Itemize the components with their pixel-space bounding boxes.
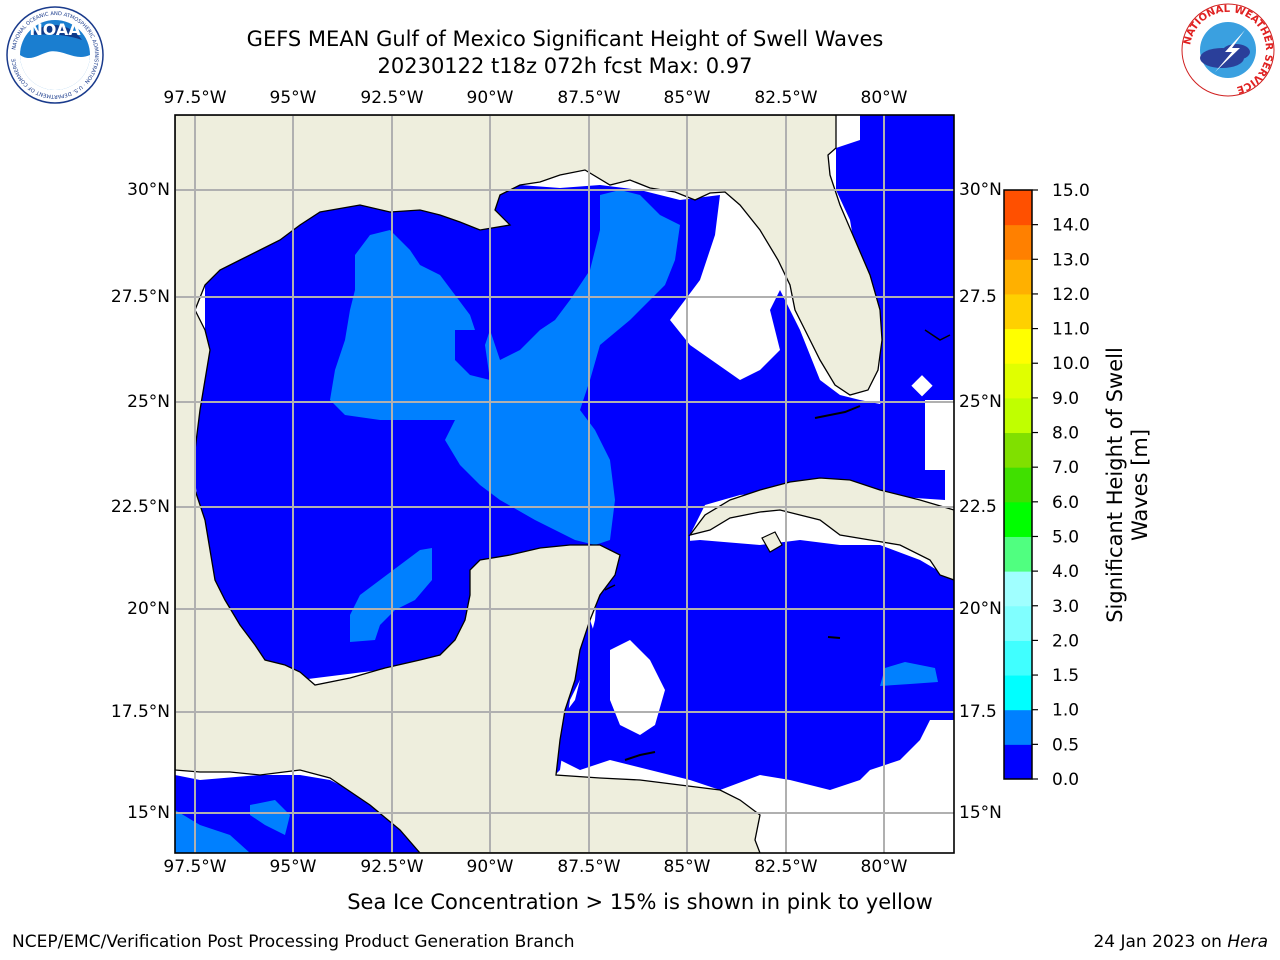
lon-label-bottom: 95°W [269,857,317,877]
colorbar-tick-label: 8.0 [1052,424,1079,444]
lat-label-left: 17.5°N [110,702,170,722]
colorbar-tick-label: 14.0 [1052,216,1090,236]
colorbar-tick-label: 2.0 [1052,631,1079,651]
colorbar-tick-label: 9.0 [1052,389,1079,409]
lat-label-left: 15°N [127,803,170,823]
colorbar-tick-label: 12.0 [1052,285,1090,305]
footer-credit: NCEP/EMC/Verification Post Processing Pr… [12,932,575,952]
map-area [175,115,954,853]
swell-patch-west [330,190,680,545]
colorbar-tick-label: 10.0 [1052,354,1090,374]
lat-label-right: 30°N [959,180,1002,200]
lon-label-top: 90°W [466,88,514,108]
colorbar-tick-label: 15.0 [1052,181,1090,201]
lon-label-bottom: 87.5°W [557,857,621,877]
lat-label-left: 27.5°N [110,287,170,307]
lat-label-left: 22.5°N [110,497,170,517]
nws-logo: NATIONAL WEATHER SERVICE [1181,3,1275,97]
graticule [175,115,954,853]
colorbar-segment [1004,397,1032,434]
colorbar-segment [1004,293,1032,330]
colorbar-segment [1004,363,1032,399]
colorbar-title-line2: Waves [m] [1128,428,1152,542]
lon-label-top: 97.5°W [163,88,227,108]
colorbar-segment [1004,328,1032,364]
colorbar-segment [1004,224,1032,260]
swell-patch-caribbean [880,662,938,686]
lat-label-right: 15°N [959,803,1002,823]
colorbar-tick-label: 0.5 [1052,735,1079,755]
lon-label-bottom: 92.5°W [360,857,424,877]
chart-subtitle: 20230122 t18z 072h fcst Max: 0.97 [377,54,753,78]
lat-label-right: 20°N [959,599,1002,619]
colorbar-tick-label: 1.0 [1052,701,1079,721]
colorbar-tick-label: 13.0 [1052,250,1090,270]
lat-label-right: 22.5 [959,497,997,517]
colorbar-segment [1004,501,1032,537]
footer-date: 24 Jan 2023 on Hera [1093,932,1268,952]
colorbar-tick-label: 6.0 [1052,493,1079,513]
lon-label-top: 92.5°W [360,88,424,108]
land-cuba [688,477,954,581]
lat-label-right: 25°N [959,392,1002,412]
colorbar-segment [1004,432,1032,468]
lat-label-right: 27.5 [959,287,997,307]
lat-label-right: 17.5 [959,702,997,722]
colorbar-segment [1004,190,1032,226]
colorbar-tick-label: 11.0 [1052,320,1090,340]
colorbar-segment [1004,675,1032,711]
colorbar-segment [1004,259,1032,295]
colorbar-tick-label: 5.0 [1052,527,1079,547]
map-frame [174,114,955,854]
colorbar-segment [1004,744,1032,780]
chart-title: GEFS MEAN Gulf of Mexico Significant Hei… [246,27,884,51]
footer-date-text: 24 Jan 2023 on [1093,932,1228,952]
lat-label-left: 20°N [127,599,170,619]
colorbar-segment [1004,709,1032,745]
colorbar-segment [1004,571,1032,607]
footer-host: Hera [1227,932,1268,952]
noaa-logo-text: NOAA [29,20,81,39]
lon-label-top: 80°W [860,88,908,108]
lat-label-left: 30°N [127,180,170,200]
colorbar-segment [1004,467,1032,503]
colorbar-segment [1004,605,1032,641]
sea-ice-note: Sea Ice Concentration > 15% is shown in … [347,890,933,914]
lon-label-bottom: 80°W [860,857,908,877]
colorbar-segment [1004,536,1032,572]
lon-label-bottom: 90°W [466,857,514,877]
colorbar-tick-label: 3.0 [1052,597,1079,617]
caribbean-swell-field [560,540,954,790]
colorbar: 15.0 14.0 13.0 12.0 11.0 10.0 9.0 8.0 7.0 6.0 5.0 4… [1003,181,1090,790]
colorbar-tick-label: 1.5 [1052,666,1079,686]
noaa-logo: NOAA NATIONAL OCEANIC AND ATMOSPHERIC AD… [6,6,104,104]
colorbar-tick-label: 0.0 [1052,770,1079,790]
lon-label-bottom: 97.5°W [163,857,227,877]
lon-label-top: 82.5°W [754,88,818,108]
colorbar-title-line1: Significant Height of Swell [1103,347,1127,623]
colorbar-tick-label: 4.0 [1052,562,1079,582]
colorbar-tick-label: 7.0 [1052,458,1079,478]
lon-label-top: 87.5°W [557,88,621,108]
lat-label-left: 25°N [127,392,170,412]
lon-label-top: 85°W [663,88,711,108]
lon-label-top: 95°W [269,88,317,108]
colorbar-frame [1003,189,1033,780]
lon-label-bottom: 82.5°W [754,857,818,877]
colorbar-segment [1004,640,1032,676]
lon-label-bottom: 85°W [663,857,711,877]
